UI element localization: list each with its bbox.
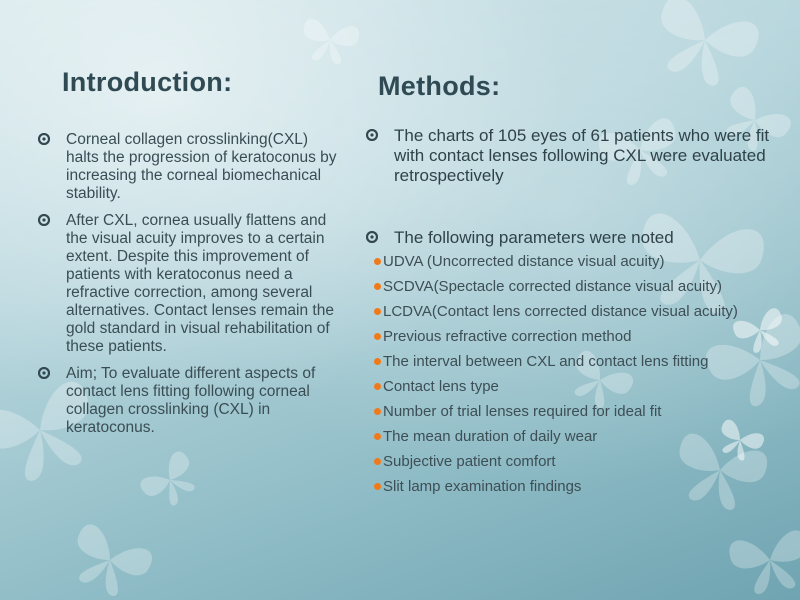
- gear-bullet-icon: [38, 214, 50, 226]
- orange-dot: [374, 308, 381, 315]
- introduction-bullet-text: Corneal collagen crosslinking(CXL) halts…: [66, 131, 337, 202]
- parameter-text: UDVA (Uncorrected distance visual acuity…: [383, 253, 665, 270]
- parameter-item: Contact lens type: [374, 379, 786, 394]
- orange-dot: [374, 383, 381, 390]
- parameter-text: Number of trial lenses required for idea…: [383, 403, 662, 420]
- orange-dot: [374, 283, 381, 290]
- introduction-bullet-text: Aim; To evaluate different aspects of co…: [66, 365, 316, 436]
- methods-title: Methods:: [378, 71, 501, 101]
- introduction-title: Introduction:: [62, 67, 233, 97]
- orange-dot: [374, 333, 381, 340]
- gear-bullet-icon: [366, 129, 378, 141]
- parameter-item: Subjective patient comfort: [374, 454, 786, 469]
- orange-dot: [374, 258, 381, 265]
- parameter-text: LCDVA(Contact lens corrected distance vi…: [383, 303, 738, 320]
- parameter-text: Contact lens type: [383, 378, 499, 395]
- parameter-item: The interval between CXL and contact len…: [374, 354, 786, 369]
- parameter-text: The interval between CXL and contact len…: [383, 353, 709, 370]
- methods-list: The charts of 105 eyes of 61 patients wh…: [366, 126, 786, 504]
- parameter-item: LCDVA(Contact lens corrected distance vi…: [374, 304, 786, 319]
- parameter-text: Subjective patient comfort: [383, 453, 556, 470]
- orange-dot: [374, 433, 381, 440]
- gear-bullet-icon: [366, 231, 378, 243]
- parameters-list: UDVA (Uncorrected distance visual acuity…: [374, 254, 786, 494]
- parameter-text: Slit lamp examination findings: [383, 478, 582, 495]
- parameter-item: SCDVA(Spectacle corrected distance visua…: [374, 279, 786, 294]
- list-item: Corneal collagen crosslinking(CXL) halts…: [38, 131, 338, 203]
- orange-dot: [374, 358, 381, 365]
- parameter-text: Previous refractive correction method: [383, 328, 632, 345]
- methods-bullet-text: The following parameters were noted: [394, 228, 674, 247]
- orange-dot: [374, 408, 381, 415]
- orange-dot: [374, 483, 381, 490]
- parameter-item: Number of trial lenses required for idea…: [374, 404, 786, 419]
- methods-bullet-text: The charts of 105 eyes of 61 patients wh…: [394, 126, 770, 185]
- list-item: After CXL, cornea usually flattens and t…: [38, 212, 338, 356]
- list-item: Aim; To evaluate different aspects of co…: [38, 365, 338, 437]
- parameter-item: Slit lamp examination findings: [374, 479, 786, 494]
- parameter-item: The mean duration of daily wear: [374, 429, 786, 444]
- introduction-bullet-text: After CXL, cornea usually flattens and t…: [66, 212, 334, 355]
- orange-dot: [374, 458, 381, 465]
- gear-bullet-icon: [38, 367, 50, 379]
- parameter-text: The mean duration of daily wear: [383, 428, 598, 445]
- parameter-item: Previous refractive correction method: [374, 329, 786, 344]
- introduction-list: Corneal collagen crosslinking(CXL) halts…: [38, 131, 338, 446]
- parameter-text: SCDVA(Spectacle corrected distance visua…: [383, 278, 723, 295]
- list-item: The following parameters were noted UDVA…: [366, 228, 786, 494]
- parameter-item: UDVA (Uncorrected distance visual acuity…: [374, 254, 786, 269]
- list-item: The charts of 105 eyes of 61 patients wh…: [366, 126, 786, 186]
- gear-bullet-icon: [38, 133, 50, 145]
